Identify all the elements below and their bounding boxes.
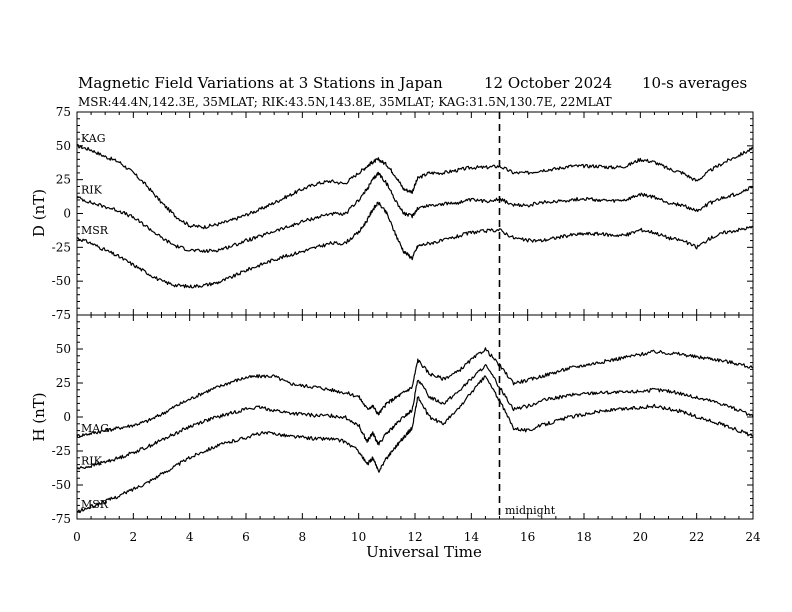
xtick-label: 24 (745, 530, 761, 544)
h-ytick-label: -75 (52, 512, 71, 526)
d-series-msr (76, 201, 754, 289)
d-axis: -75 -50 -25 0 25 50 75 (52, 105, 753, 322)
h-series-label-msr: MSR (81, 498, 109, 511)
xtick-label: 6 (242, 530, 250, 544)
d-ytick-label: 75 (56, 105, 71, 119)
x-axis: 0 2 4 6 8 10 12 14 16 18 20 22 24 (73, 112, 761, 544)
d-ytick-label: 0 (63, 207, 71, 221)
h-series-label-mag: MAG (81, 422, 109, 435)
xtick-label: 4 (186, 530, 194, 544)
midnight-label: midnight (505, 504, 556, 517)
h-panel-ylabel: H (nT) (30, 392, 48, 441)
h-series-msr (76, 375, 753, 514)
d-ytick-label: -75 (52, 308, 71, 322)
h-axis: -75 -50 -25 0 25 50 (52, 321, 753, 526)
h-ytick-label: 50 (56, 342, 71, 356)
d-series-group: KAG RIK MSR (76, 132, 754, 289)
xtick-label: 16 (520, 530, 535, 544)
x-axis-title: Universal Time (366, 543, 482, 561)
d-series-kag (76, 143, 754, 230)
xtick-label: 0 (73, 530, 81, 544)
d-series-label-kag: KAG (81, 132, 106, 145)
h-series-group: MAG RIK MSR (76, 347, 754, 514)
xtick-label: 12 (407, 530, 422, 544)
stations-info: MSR:44.4N,142.3E, 35MLAT; RIK:43.5N,143.… (78, 95, 612, 109)
d-ytick-label: 50 (56, 139, 71, 153)
xtick-label: 8 (299, 530, 307, 544)
h-series-label-rik: RIK (81, 455, 103, 468)
chart-title: Magnetic Field Variations at 3 Stations … (78, 74, 443, 92)
xtick-label: 2 (130, 530, 138, 544)
h-series-mag (76, 347, 754, 438)
xtick-label: 10 (351, 530, 366, 544)
h-panel-frame (76, 314, 754, 520)
d-ytick-label: 25 (56, 173, 71, 187)
xtick-label: 18 (576, 530, 591, 544)
d-series-label-msr: MSR (81, 224, 109, 237)
xtick-label: 20 (633, 530, 648, 544)
xtick-label: 14 (464, 530, 480, 544)
chart-date: 12 October 2024 (484, 74, 612, 92)
xtick-label: 22 (689, 530, 704, 544)
d-panel-ylabel: D (nT) (30, 189, 48, 237)
d-series-label-rik: RIK (81, 183, 103, 196)
chart-averaging: 10-s averages (642, 74, 747, 92)
d-series-rik (76, 171, 754, 253)
h-ytick-label: 25 (56, 376, 71, 390)
d-ytick-label: -25 (52, 240, 71, 254)
h-ytick-label: 0 (63, 410, 71, 424)
d-ytick-label: -50 (52, 274, 71, 288)
h-series-rik (76, 364, 754, 470)
h-ytick-label: -50 (52, 478, 71, 492)
h-ytick-label: -25 (52, 444, 71, 458)
